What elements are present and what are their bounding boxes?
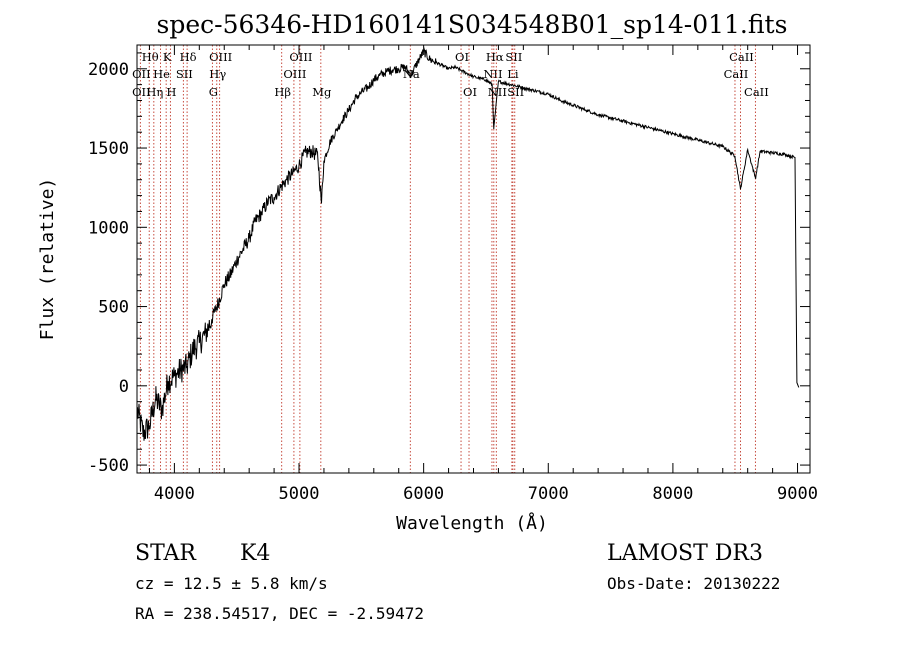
y-tick-label: 1000 — [88, 218, 129, 238]
line-marker-label: OI — [455, 50, 469, 64]
y-tick-label: 2000 — [88, 60, 129, 80]
y-tick-label: -500 — [88, 456, 129, 476]
y-tick-label: 0 — [119, 377, 129, 397]
x-tick-label: 7000 — [528, 484, 569, 504]
line-marker-label: CaII — [729, 50, 754, 64]
x-tick-label: 8000 — [652, 484, 693, 504]
line-marker-label: OIII — [283, 67, 306, 81]
axis-ticks — [137, 45, 810, 473]
x-tick-label: 5000 — [279, 484, 320, 504]
y-tick-label: 500 — [98, 298, 129, 318]
line-marker-label: NII — [483, 67, 502, 81]
x-axis-label: Wavelength (Å) — [396, 512, 548, 534]
axis-tick-labels: 4000 5000 6000 7000 8000 9000 -500 0 500 1000 1500… — [88, 60, 818, 504]
x-tick-label: 4000 — [154, 484, 195, 504]
x-tick-label: 9000 — [777, 484, 818, 504]
line-marker-label: OIII — [289, 50, 312, 64]
survey-name: LAMOST DR3 — [607, 541, 763, 566]
line-marker-label: He — [153, 67, 170, 81]
line-marker-label: Hγ — [209, 67, 226, 81]
line-marker-label: Hβ — [274, 85, 291, 99]
y-axis-label: Flux (relative) — [37, 178, 58, 341]
redshift-info: cz = 12.5 ± 5.8 km/s — [135, 574, 328, 593]
x-tick-label: 6000 — [403, 484, 444, 504]
line-marker-label: Hη — [146, 85, 163, 99]
observation-date: Obs-Date: 20130222 — [607, 574, 780, 593]
y-tick-label: 1500 — [88, 139, 129, 159]
object-class: STAR — [135, 541, 197, 566]
spectrum-line — [136, 46, 800, 441]
line-marker-label: Mg — [312, 85, 332, 99]
line-marker-label: Hθ — [142, 50, 159, 64]
line-marker-label: OI — [463, 85, 477, 99]
line-marker-label: H — [166, 85, 176, 99]
line-marker-label: Hδ — [180, 50, 197, 64]
line-marker-label: CaII — [744, 85, 769, 99]
line-marker-label: Hα — [486, 50, 504, 64]
line-marker-label: CaII — [724, 67, 749, 81]
line-marker-label: Li — [507, 67, 519, 81]
line-marker-label: SII — [176, 67, 193, 81]
object-subclass: K4 — [240, 541, 270, 566]
line-marker-label: OIII — [209, 50, 232, 64]
line-marker-label: SII — [505, 50, 522, 64]
line-marker-label: K — [163, 50, 172, 64]
chart-title: spec-56346-HD160141S034548B01_sp14-011.f… — [157, 10, 788, 39]
line-marker-label: SII — [507, 85, 524, 99]
plot-frame — [136, 44, 811, 474]
spectrum-series — [136, 46, 800, 441]
line-marker-label: G — [209, 85, 218, 99]
coordinates-info: RA = 238.54517, DEC = -2.59472 — [135, 604, 424, 623]
